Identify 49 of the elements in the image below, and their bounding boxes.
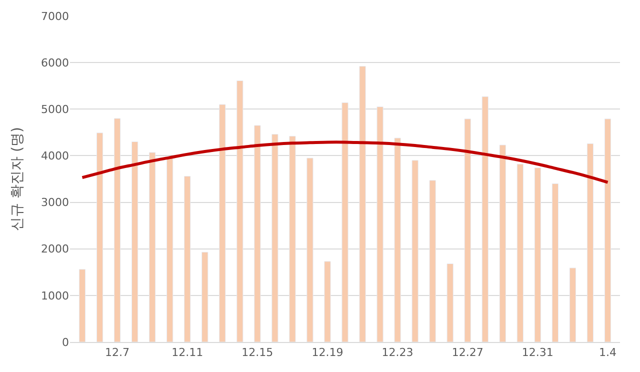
bar — [586, 143, 594, 342]
bar — [552, 183, 559, 342]
bar — [114, 118, 121, 342]
bar — [446, 264, 454, 342]
y-tick-label: 3000 — [41, 196, 69, 210]
bar — [464, 118, 471, 342]
bar — [149, 152, 156, 342]
bar — [184, 176, 191, 342]
x-tick-label: 12.23 — [382, 346, 414, 360]
y-axis-title: 신규 확진자 (명) — [10, 127, 26, 231]
bar — [166, 156, 174, 342]
bar — [342, 102, 348, 342]
bar — [534, 168, 541, 342]
x-tick-label: 12.27 — [452, 346, 484, 360]
bar — [272, 134, 278, 342]
bar — [359, 66, 366, 342]
bar — [306, 158, 314, 342]
y-tick-label: 5000 — [41, 102, 69, 116]
bar — [324, 261, 331, 342]
bar — [219, 104, 226, 342]
y-tick-label: 0 — [62, 336, 69, 349]
bar — [96, 132, 104, 342]
x-tick-label: 12.19 — [312, 346, 344, 360]
bar — [604, 118, 612, 342]
bar — [289, 136, 296, 342]
y-tick-label: 4000 — [41, 150, 69, 163]
y-tick-label: 6000 — [41, 56, 69, 70]
bar — [569, 268, 576, 342]
bar — [131, 141, 138, 342]
x-tick-label: 1.4 — [598, 346, 616, 360]
x-tick-label: 12.11 — [172, 346, 204, 360]
x-tick-label: 12.31 — [522, 346, 554, 360]
bar — [394, 138, 401, 342]
y-tick-label: 7000 — [41, 10, 69, 23]
y-tick-label: 2000 — [41, 242, 69, 256]
bar — [482, 96, 488, 342]
x-tick-label: 12.15 — [242, 346, 274, 360]
bar — [236, 80, 244, 342]
x-tick-label: 12.7 — [105, 346, 130, 360]
bar — [376, 106, 384, 342]
line-series — [80, 140, 610, 184]
bar — [254, 125, 261, 342]
bar — [516, 164, 524, 342]
bar — [499, 144, 506, 342]
y-tick-label: 1000 — [41, 289, 69, 302]
bar — [78, 269, 86, 342]
bar — [412, 160, 418, 342]
bar — [202, 252, 208, 342]
bar — [429, 180, 436, 342]
